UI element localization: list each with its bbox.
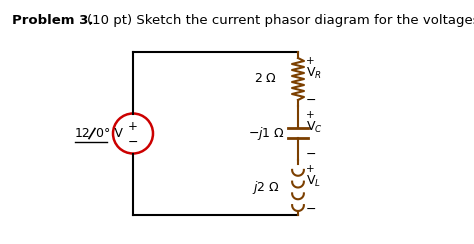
- Text: +: +: [306, 110, 315, 120]
- Text: −: −: [306, 148, 317, 161]
- Text: (10 pt) Sketch the current phasor diagram for the voltages in the network.: (10 pt) Sketch the current phasor diagra…: [87, 14, 474, 27]
- Text: V$_R$: V$_R$: [306, 66, 322, 81]
- Text: $-j$1 $\Omega$: $-j$1 $\Omega$: [247, 124, 284, 142]
- Text: −: −: [306, 203, 317, 216]
- Text: 12: 12: [75, 127, 91, 140]
- Text: V$_L$: V$_L$: [306, 174, 321, 189]
- Text: V$_C$: V$_C$: [306, 120, 323, 135]
- Text: −: −: [128, 136, 138, 149]
- Text: 0° V: 0° V: [96, 127, 123, 140]
- Text: 2 $\Omega$: 2 $\Omega$: [255, 72, 277, 85]
- Text: Problem 3.: Problem 3.: [12, 14, 93, 27]
- Text: −: −: [306, 94, 317, 107]
- Text: $j$2 $\Omega$: $j$2 $\Omega$: [252, 179, 280, 196]
- Text: +: +: [128, 120, 138, 133]
- Text: +: +: [306, 56, 315, 66]
- Text: +: +: [306, 164, 315, 174]
